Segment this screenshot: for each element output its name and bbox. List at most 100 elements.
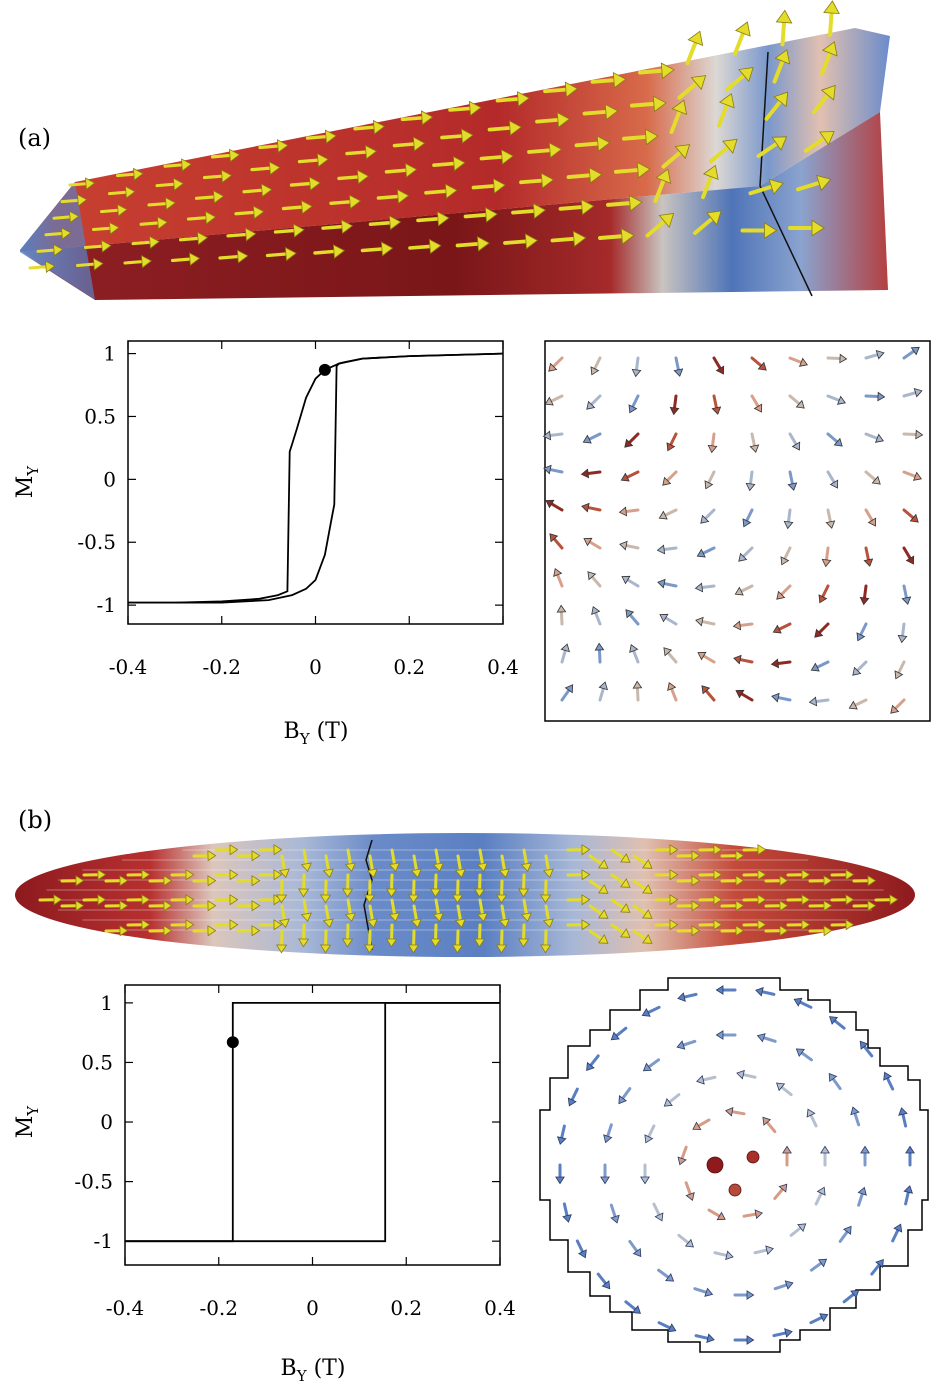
spin-arrow-shaft [748, 184, 774, 196]
spin-arrow-head [141, 255, 153, 269]
spin-arrow-head [642, 934, 653, 944]
spin-arrow-head [715, 365, 725, 375]
spin-arrow-head [734, 21, 751, 37]
spin-arrow-head [581, 502, 590, 513]
spin-arrow-head [628, 194, 643, 212]
spin-arrow-head [644, 128, 659, 146]
spin-arrow-head [820, 84, 836, 101]
spin-arrow-head [319, 894, 332, 904]
spin-arrow-head [684, 1238, 694, 1248]
spin-arrow-head [432, 862, 444, 873]
spin-arrow-shaft [864, 394, 880, 399]
spin-arrow-head [603, 1134, 613, 1144]
spin-arrow-head [801, 894, 811, 906]
spin-arrow-shaft [463, 213, 488, 219]
spin-arrow-head [839, 353, 848, 364]
spin-arrow-shaft [809, 1113, 818, 1128]
spin-arrow-shaft [503, 239, 528, 245]
spin-arrow-head [713, 919, 723, 931]
x-tick-label: -0.2 [202, 655, 241, 679]
spin-arrow-head [817, 1258, 828, 1268]
spin-arrow-head [734, 586, 744, 596]
spin-arrow-head [420, 110, 434, 126]
spin-arrow-shaft [434, 848, 440, 866]
spin-arrow-shaft [662, 582, 678, 588]
spin-arrow-head [324, 129, 337, 144]
spin-arrow-head [545, 499, 555, 509]
spin-arrow-head [93, 257, 104, 271]
spin-arrow-head [770, 658, 780, 669]
spin-arrow-shaft [606, 201, 632, 207]
spin-arrow-shaft [628, 432, 640, 444]
spin-arrow-head [520, 912, 532, 923]
spin-arrow-head [185, 894, 195, 906]
spin-arrow-shaft [590, 575, 602, 588]
spin-arrow-head [454, 868, 466, 879]
spin-arrow-head [308, 176, 321, 191]
spin-arrow-head [348, 194, 362, 210]
spin-arrow-shaft [693, 216, 714, 235]
spin-arrow-shaft [575, 1239, 585, 1254]
spin-arrow-shaft [833, 1019, 846, 1030]
spin-arrow-shaft [313, 249, 336, 255]
spin-arrow-out-of-plane [728, 1183, 742, 1197]
spin-arrow-head [798, 357, 808, 367]
spin-arrow-head [859, 596, 870, 606]
spin-arrow-head [823, 875, 833, 887]
spin-arrow-head [581, 919, 591, 931]
spin-arrow-head [897, 634, 908, 644]
spin-arrow-head [77, 194, 88, 207]
spin-arrow-shaft [574, 141, 600, 148]
spin-arrow-head [207, 900, 217, 912]
spin-arrow-shaft [234, 210, 256, 216]
spin-arrow-shaft [788, 356, 803, 364]
spin-arrow-head [898, 1107, 908, 1116]
spin-arrow-head [429, 938, 442, 948]
spin-arrow-shaft [652, 1202, 661, 1217]
spin-arrow-shaft [456, 904, 462, 922]
spin-arrow-head [715, 1030, 724, 1040]
spin-arrow-head [428, 238, 442, 255]
spin-arrow-head [663, 1097, 673, 1107]
spin-arrow-shaft [170, 257, 192, 263]
spin-arrow-head [821, 558, 832, 568]
spin-arrow-head [476, 236, 490, 252]
spin-arrow-shaft [818, 622, 830, 634]
spin-arrow-head [642, 909, 653, 919]
spin-arrow-shaft [392, 142, 416, 148]
spin-arrow-head [644, 1134, 654, 1144]
spin-arrow-head [542, 430, 552, 441]
spin-arrow-shaft [669, 109, 682, 135]
spin-arrow-shaft [424, 189, 448, 195]
spin-arrow-head [165, 197, 177, 211]
spin-arrow-shaft [812, 92, 830, 115]
spin-arrow-head [713, 869, 723, 881]
spin-arrow-shaft [280, 904, 286, 922]
spin-arrow-head [548, 362, 558, 372]
spin-arrow-head [738, 67, 754, 83]
spin-arrow-shaft [615, 1026, 628, 1038]
spin-arrow-shaft [28, 265, 48, 270]
spin-arrow-shaft [902, 349, 916, 360]
spin-arrow-head [828, 1072, 838, 1083]
spin-arrow-shaft [597, 648, 602, 664]
spin-arrow-head [75, 900, 85, 912]
spin-arrow-shaft [559, 610, 564, 626]
spin-arrow-shaft [139, 221, 160, 226]
spin-arrow-shaft [762, 1036, 777, 1043]
spin-arrow-head [704, 1287, 714, 1297]
spin-arrow-shaft [621, 1087, 632, 1100]
spin-arrow-head [640, 1176, 650, 1185]
spin-arrow-head [632, 1247, 642, 1258]
spin-arrow-head [816, 1186, 826, 1196]
spin-arrow-shaft [694, 1334, 710, 1340]
spin-arrow-head [273, 919, 283, 931]
spin-arrow-head [848, 700, 858, 710]
spin-arrow-shaft [894, 698, 906, 710]
spin-arrow-out-of-plane [746, 1150, 760, 1164]
spin-arrow-head [658, 213, 675, 229]
spin-arrow-head [773, 91, 789, 108]
spin-arrow-head [695, 616, 704, 627]
spin-arrow-head [787, 482, 798, 491]
spin-arrow-head [205, 210, 217, 225]
